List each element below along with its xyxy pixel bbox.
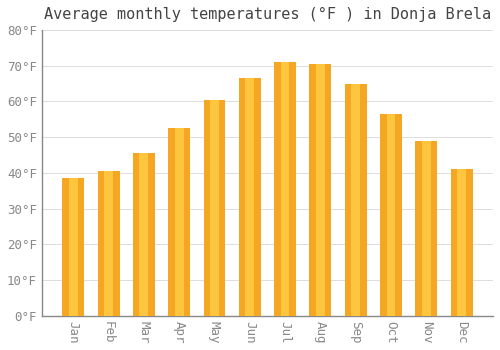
Bar xyxy=(280,62,289,316)
Bar xyxy=(310,64,332,316)
Bar xyxy=(168,128,190,316)
Bar xyxy=(352,84,360,316)
Bar xyxy=(104,171,113,316)
Bar xyxy=(344,84,366,316)
Bar xyxy=(98,171,120,316)
Bar xyxy=(246,78,254,316)
Title: Average monthly temperatures (°F ) in Donja Brela: Average monthly temperatures (°F ) in Do… xyxy=(44,7,491,22)
Bar xyxy=(274,62,296,316)
Bar xyxy=(133,153,155,316)
Bar xyxy=(62,178,84,316)
Bar xyxy=(457,169,466,316)
Bar xyxy=(140,153,148,316)
Bar xyxy=(175,128,184,316)
Bar xyxy=(422,141,430,316)
Bar xyxy=(210,100,219,316)
Bar xyxy=(239,78,260,316)
Bar xyxy=(416,141,437,316)
Bar xyxy=(204,100,226,316)
Bar xyxy=(69,178,78,316)
Bar xyxy=(386,114,396,316)
Bar xyxy=(380,114,402,316)
Bar xyxy=(450,169,472,316)
Bar xyxy=(316,64,325,316)
